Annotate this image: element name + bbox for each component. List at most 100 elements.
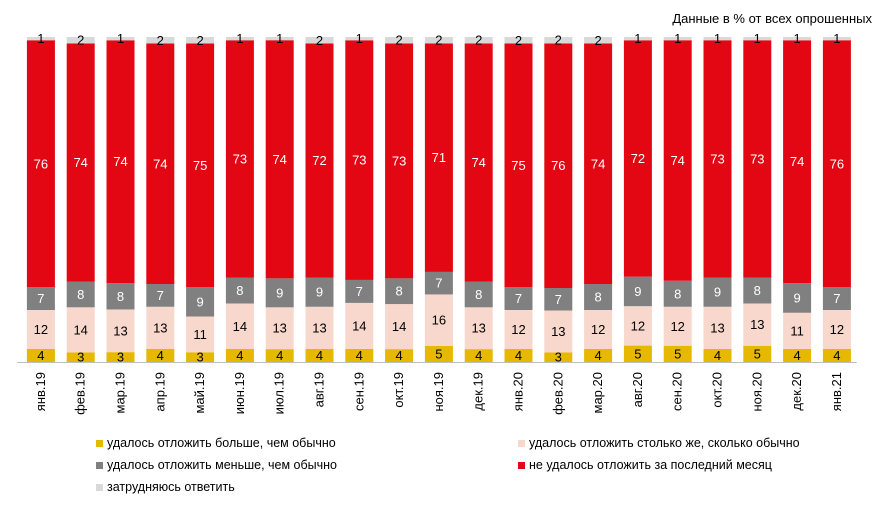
bar-segment-more	[743, 345, 772, 362]
bar-segment-same	[385, 304, 414, 350]
bar-segment-same	[225, 303, 254, 349]
data-label-same: 12	[830, 322, 844, 337]
data-label-less: 7	[356, 284, 363, 299]
data-label-same: 11	[790, 323, 804, 338]
data-label-more: 4	[316, 348, 323, 363]
bar-segment-more	[584, 349, 613, 362]
x-tick-label: сен.20	[670, 372, 685, 411]
bar-segment-less	[424, 271, 453, 295]
legend-swatch-none	[518, 461, 525, 469]
data-label-same: 12	[34, 322, 48, 337]
bar-segment-unsure	[186, 37, 215, 44]
bar-segment-less	[544, 287, 573, 311]
bar-segment-same	[106, 309, 135, 353]
bar-segment-same	[345, 302, 374, 349]
data-label-more: 4	[236, 348, 243, 363]
data-label-less: 8	[594, 290, 601, 305]
data-label-none: 74	[73, 155, 87, 170]
bar-segment-unsure	[424, 37, 453, 44]
bar-segment-none	[225, 40, 254, 278]
data-label-less: 9	[634, 284, 641, 299]
data-label-less: 7	[555, 292, 562, 307]
bar-segment-more	[544, 352, 573, 362]
data-label-unsure: 2	[395, 33, 402, 48]
bar-segment-unsure	[305, 37, 334, 44]
data-label-less: 9	[316, 285, 323, 300]
x-tick-label: июл.19	[272, 372, 287, 414]
bar-segment-unsure	[504, 37, 533, 44]
data-label-none: 75	[511, 158, 525, 173]
bar-segment-more	[623, 345, 652, 362]
x-tick-label: янв.20	[511, 372, 526, 411]
bar-segment-none	[663, 40, 692, 281]
bar-segment-none	[822, 40, 851, 288]
bar-segment-unsure	[743, 37, 772, 41]
bar-segment-more	[385, 349, 414, 362]
bar-segment-same	[66, 307, 95, 353]
legend-label-same: удалось отложить столько же, сколько обы…	[529, 436, 800, 450]
data-label-less: 9	[714, 285, 721, 300]
bar-segment-more	[783, 348, 812, 362]
bar-segment-same	[146, 306, 175, 349]
bar-segment-none	[584, 43, 613, 284]
bar-segment-same	[186, 316, 215, 353]
bar-segment-less	[146, 284, 175, 307]
bar-segment-same	[703, 306, 732, 349]
data-label-more: 3	[196, 350, 203, 365]
legend-label-less: удалось отложить меньше, чем обычно	[107, 458, 338, 472]
data-label-less: 7	[515, 291, 522, 306]
x-tick-label: апр.19	[152, 372, 167, 412]
data-label-same: 13	[710, 320, 724, 335]
bar-segment-none	[623, 40, 652, 277]
data-label-none: 74	[591, 156, 605, 171]
bar-segment-same	[743, 303, 772, 346]
data-label-unsure: 1	[356, 31, 363, 46]
bar-segment-unsure	[822, 37, 851, 41]
data-label-unsure: 2	[515, 33, 522, 48]
bar-segment-unsure	[146, 37, 175, 44]
bar-segment-more	[186, 352, 215, 362]
bar-segment-more	[26, 349, 55, 362]
bar-segment-none	[66, 43, 95, 282]
bar-segment-none	[305, 43, 334, 278]
bar-segment-more	[146, 349, 175, 362]
data-label-same: 11	[193, 327, 207, 342]
data-label-same: 12	[631, 318, 645, 333]
data-label-same: 16	[432, 313, 446, 328]
bar-segment-none	[265, 40, 294, 279]
bar-segment-unsure	[106, 37, 135, 41]
data-label-none: 74	[471, 155, 485, 170]
data-label-none: 73	[710, 151, 724, 166]
legend-swatch-less	[96, 461, 103, 469]
bar-segment-less	[345, 279, 374, 303]
data-label-unsure: 1	[754, 31, 761, 46]
bar-segment-none	[544, 43, 573, 288]
legend-label-more: удалось отложить больше, чем обычно	[107, 436, 336, 450]
legend-label-none: не удалось отложить за последний месяц	[529, 458, 772, 472]
bar-segment-none	[743, 40, 772, 278]
bar-segment-unsure	[225, 37, 254, 41]
bar-segment-unsure	[66, 37, 95, 44]
bar-segment-more	[424, 345, 453, 362]
data-label-unsure: 2	[435, 33, 442, 48]
data-label-unsure: 1	[276, 31, 283, 46]
legend-item-more: удалось отложить больше, чем обычно	[96, 436, 336, 450]
bar-segment-none	[504, 43, 533, 288]
data-label-same: 12	[511, 322, 525, 337]
data-label-unsure: 1	[793, 31, 800, 46]
data-label-unsure: 2	[475, 33, 482, 48]
bar-segment-less	[186, 287, 215, 317]
x-tick-label: мар.19	[113, 372, 128, 413]
x-tick-label: сен.19	[351, 372, 366, 411]
data-label-more: 4	[714, 348, 721, 363]
data-label-same: 13	[551, 324, 565, 339]
bar-segment-less	[822, 287, 851, 310]
x-tick-label: май.19	[192, 372, 207, 414]
data-label-none: 74	[272, 152, 286, 167]
data-label-none: 74	[113, 154, 127, 169]
data-label-none: 73	[392, 153, 406, 168]
bar-segment-more	[265, 349, 294, 362]
bar-segment-same	[424, 294, 453, 346]
bar-segment-less	[225, 277, 254, 304]
data-label-none: 74	[670, 153, 684, 168]
